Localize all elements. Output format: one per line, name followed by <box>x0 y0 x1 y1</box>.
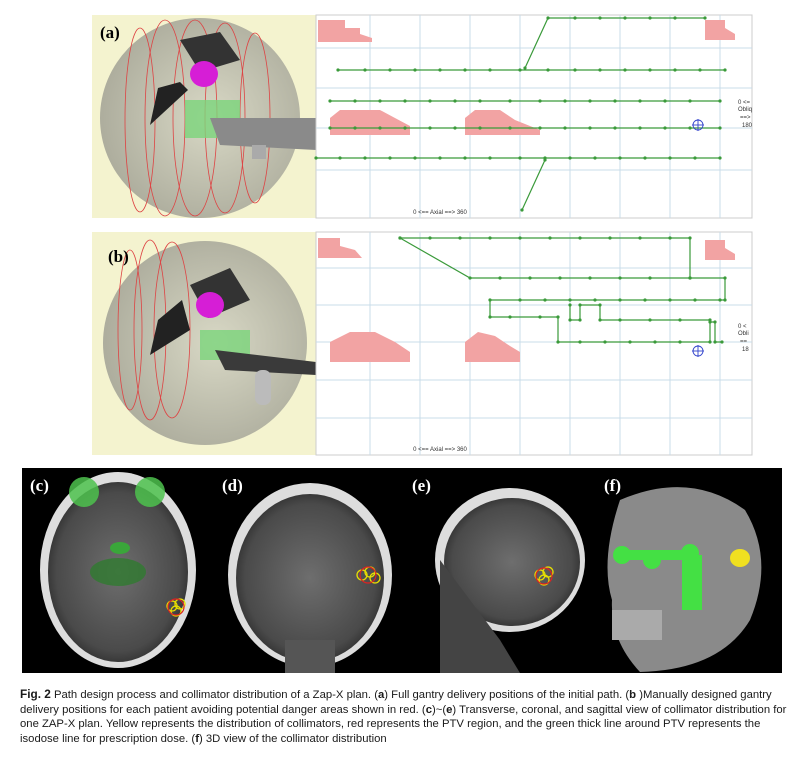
panel-c-image <box>40 472 196 668</box>
danger-area <box>330 332 410 362</box>
side-label: == <box>740 339 748 345</box>
caption-text: e <box>446 703 453 716</box>
caption-text: c <box>425 703 432 716</box>
gantry-path <box>520 158 547 212</box>
panel-a-3d <box>92 15 316 218</box>
figure: 0 <== Axial ==> 360 0 <= Obliq ==> 180 (… <box>22 14 782 673</box>
side-label: 0 < <box>738 324 747 330</box>
panel-b-3d <box>92 232 316 455</box>
gantry-path <box>398 236 692 280</box>
panel-a-plot: 0 <== Axial ==> 360 0 <= Obliq ==> 180 <box>314 14 753 219</box>
danger-area <box>318 20 372 42</box>
crosshair <box>692 345 704 357</box>
panel-label: (f) <box>604 476 621 495</box>
caption-text: )Manually designed gantry delivery posit… <box>20 689 772 716</box>
gantry-path <box>568 303 712 322</box>
caption-text: ) Transverse, coronal, and sagittal view… <box>20 703 787 745</box>
side-label: 180 <box>742 123 753 129</box>
caption-text: a <box>377 689 385 701</box>
panel-label: (c) <box>30 476 49 495</box>
caption: Fig. 2 Path design process and collimato… <box>20 687 792 746</box>
panel-f-image <box>607 487 762 672</box>
panel-label: (b) <box>108 247 129 266</box>
panel-label: (a) <box>100 23 120 42</box>
axis-label: 0 <== Axial ==> 360 <box>413 210 467 216</box>
panel-e-image <box>435 488 585 673</box>
caption-text: ) Full gantry delivery positions of the … <box>384 689 630 701</box>
panel-label: (e) <box>412 476 431 495</box>
crosshair <box>692 119 704 131</box>
caption-text: )~( <box>431 703 447 716</box>
danger-area <box>318 238 362 258</box>
side-label: Obliq <box>738 107 752 113</box>
panel-label: (d) <box>222 476 243 495</box>
panel-d-image <box>228 483 392 673</box>
side-label: ==> <box>740 115 751 121</box>
caption-text: Path design process and collimator distr… <box>50 689 378 701</box>
axis-label: 0 <== Axial ==> 360 <box>413 447 467 453</box>
side-label: Obli <box>738 331 749 337</box>
panel-b-plot: 0 <== Axial ==> 360 0 < Obli == 18 <box>315 231 753 456</box>
danger-area <box>705 20 735 40</box>
caption-text: b <box>629 689 637 701</box>
caption-text: ) 3D view of the collimator distribution <box>198 732 387 745</box>
side-label: 18 <box>742 347 749 353</box>
caption-text: Fig. 2 <box>20 687 51 701</box>
gantry-path <box>523 16 707 70</box>
caption-text: f <box>195 732 199 745</box>
side-label: 0 <= <box>738 100 751 106</box>
